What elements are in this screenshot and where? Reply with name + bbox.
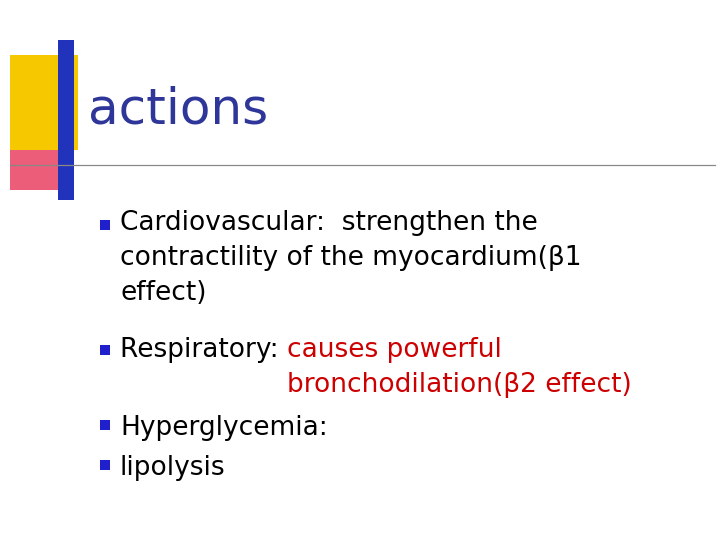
Bar xyxy=(100,420,110,430)
Bar xyxy=(100,460,110,470)
Text: actions: actions xyxy=(88,86,269,134)
Bar xyxy=(100,345,110,355)
Text: lipolysis: lipolysis xyxy=(120,455,225,481)
Text: causes powerful
bronchodilation(β2 effect): causes powerful bronchodilation(β2 effec… xyxy=(287,337,631,398)
Bar xyxy=(10,55,78,150)
Bar xyxy=(58,40,74,200)
Bar xyxy=(10,110,68,190)
Text: Cardiovascular:  strengthen the
contractility of the myocardium(β1
effect): Cardiovascular: strengthen the contracti… xyxy=(120,210,582,306)
Text: Respiratory:: Respiratory: xyxy=(120,337,287,363)
Bar xyxy=(100,220,110,230)
Text: Hyperglycemia:: Hyperglycemia: xyxy=(120,415,328,441)
